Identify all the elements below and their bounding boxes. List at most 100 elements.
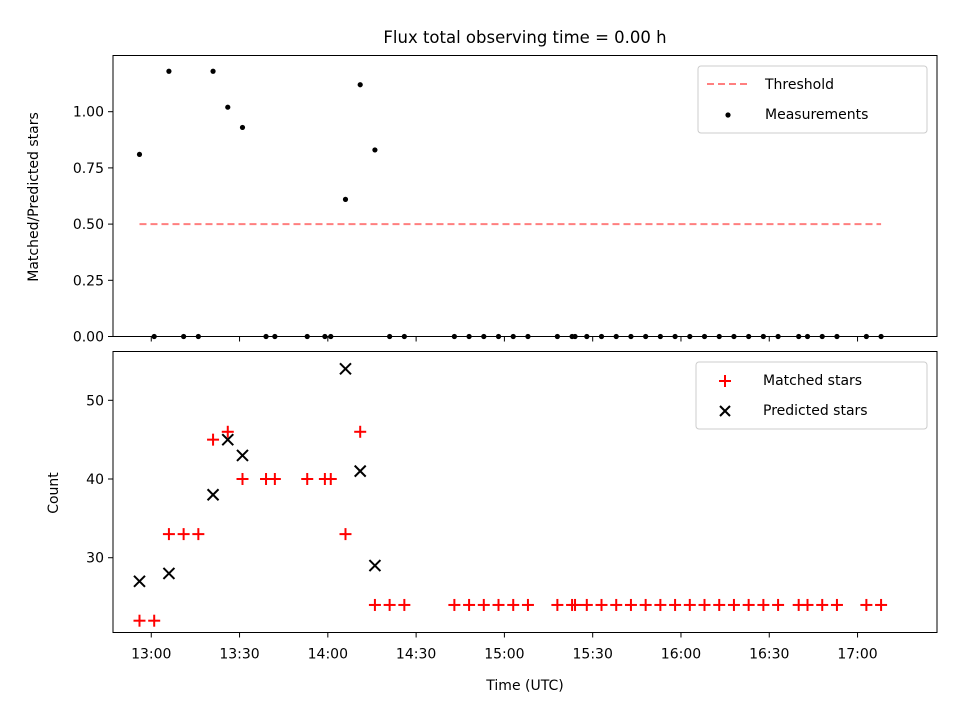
matched-star-point <box>772 598 785 611</box>
x-axis-label: Time (UTC) <box>485 678 563 694</box>
bottom-x-tick-label: 14:30 <box>396 647 436 663</box>
bottom-legend-box <box>695 361 928 430</box>
matched-star-point <box>624 598 637 611</box>
matched-star-point <box>860 598 873 611</box>
matched-star-point <box>713 598 726 611</box>
legend-predicted-label: Predicted stars <box>763 403 868 419</box>
measurement-points <box>136 68 884 340</box>
legend-threshold-label: Threshold <box>764 77 834 93</box>
measurement-point <box>342 196 349 202</box>
matched-star-point <box>507 598 520 611</box>
matched-star-point <box>683 598 696 611</box>
top-chart-title: Flux total observing time = 0.00 h <box>383 28 666 47</box>
top-y-ticks: 0.00 0.25 0.50 0.75 1.00 <box>73 105 113 346</box>
matched-star-point <box>580 598 593 611</box>
bottom-y-ticks: 30 40 50 <box>86 393 113 567</box>
predicted-star-point <box>206 488 220 501</box>
matched-star-point <box>698 598 711 611</box>
matched-star-point <box>398 598 411 611</box>
bottom-y-axis-label: Count <box>46 472 62 514</box>
matched-star-point <box>639 598 652 611</box>
top-panel: Flux total observing time = 0.00 h Match… <box>26 28 938 346</box>
matched-star-point <box>463 598 476 611</box>
matched-star-point <box>207 433 220 446</box>
matched-star-point <box>654 598 667 611</box>
matched-star-point <box>221 425 234 438</box>
matched-star-point <box>177 528 190 541</box>
measurement-point <box>372 147 378 153</box>
measurement-point <box>225 104 231 110</box>
matched-star-point <box>669 598 682 611</box>
measurement-point <box>239 124 246 131</box>
matched-star-point <box>162 528 175 541</box>
matched-star-point <box>383 598 396 611</box>
matched-star-point <box>569 598 582 611</box>
predicted-star-point <box>353 464 367 478</box>
bottom-x-tick-label: 15:30 <box>573 647 613 663</box>
top-plot-frame <box>112 55 938 337</box>
matched-star-point <box>521 598 534 611</box>
matched-star-point <box>324 473 337 486</box>
matched-star-point <box>610 598 623 611</box>
bottom-x-ticks: 13:00 13:30 14:00 14:30 15:00 15:30 16:00 16:30… <box>131 632 878 663</box>
top-y-tick-label: 0.25 <box>73 273 104 289</box>
matched-star-point <box>830 598 843 611</box>
matched-star-point <box>477 598 490 611</box>
matched-stars-points <box>133 425 888 627</box>
matched-star-point <box>354 425 367 438</box>
legend-measurements-label: Measurements <box>765 107 868 123</box>
top-y-tick-label: 0.50 <box>73 217 104 233</box>
matched-star-point <box>816 598 829 611</box>
top-legend-box <box>697 65 928 134</box>
measurement-point <box>166 68 172 74</box>
matched-star-point <box>448 598 461 611</box>
matched-star-point <box>595 598 608 611</box>
predicted-star-point <box>221 433 234 446</box>
top-y-tick-label: 0.00 <box>73 330 104 346</box>
matched-star-point <box>339 528 352 541</box>
bottom-y-tick-label: 40 <box>86 472 104 488</box>
matched-star-point <box>757 598 770 611</box>
matched-star-point <box>133 614 146 627</box>
bottom-x-tick-label: 15:00 <box>484 647 524 663</box>
top-y-tick-label: 1.00 <box>73 105 104 121</box>
measurement-point <box>136 151 143 158</box>
matched-star-point <box>368 598 381 611</box>
top-legend: Threshold Measurements <box>697 65 928 134</box>
matched-star-point <box>192 528 205 541</box>
legend-predicted-swatch <box>719 405 731 417</box>
predicted-stars-points <box>133 362 382 588</box>
top-y-tick-label: 0.75 <box>73 161 104 177</box>
matched-star-point <box>301 473 314 486</box>
bottom-x-tick-label: 16:30 <box>749 647 789 663</box>
matched-star-point <box>492 598 505 611</box>
predicted-star-point <box>162 567 176 580</box>
bottom-y-tick-label: 50 <box>86 393 104 409</box>
predicted-star-point <box>339 362 352 376</box>
bottom-x-tick-label: 13:30 <box>219 647 259 663</box>
legend-measurements-swatch <box>725 112 731 118</box>
predicted-star-point <box>133 575 146 588</box>
matched-star-point <box>801 598 814 611</box>
matched-star-point <box>727 598 740 611</box>
matched-star-point <box>236 473 249 486</box>
bottom-y-tick-label: 30 <box>86 551 104 567</box>
legend-matched-swatch <box>719 375 731 387</box>
legend-matched-label: Matched stars <box>763 373 862 389</box>
matched-star-point <box>742 598 755 611</box>
predicted-star-point <box>368 559 382 572</box>
matched-star-point <box>148 614 161 627</box>
bottom-legend: Matched stars Predicted stars <box>695 361 928 430</box>
predicted-star-point <box>236 449 249 462</box>
top-x-ticks <box>150 336 859 342</box>
matched-star-point <box>551 598 564 611</box>
measurement-point <box>357 82 363 88</box>
measurement-point <box>210 68 216 74</box>
top-y-axis-label: Matched/Predicted stars <box>26 112 42 282</box>
bottom-x-tick-label: 16:00 <box>661 647 701 663</box>
matched-star-point <box>268 473 281 486</box>
bottom-plot-frame <box>112 351 938 633</box>
bottom-x-tick-label: 17:00 <box>837 647 877 663</box>
